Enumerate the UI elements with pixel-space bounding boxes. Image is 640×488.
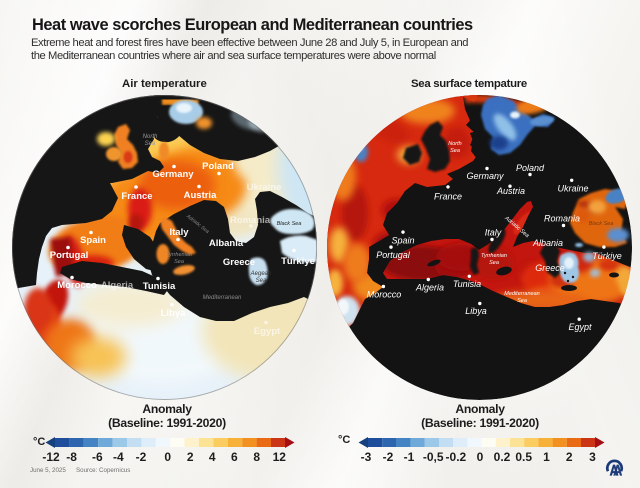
svg-text:Mediterranean: Mediterranean bbox=[203, 295, 242, 301]
svg-text:Sea: Sea bbox=[489, 260, 499, 266]
svg-text:Greece: Greece bbox=[223, 257, 255, 268]
svg-text:Austria: Austria bbox=[496, 186, 525, 196]
svg-text:Sea: Sea bbox=[517, 298, 527, 304]
svg-text:Germany: Germany bbox=[152, 169, 194, 180]
svg-text:Portugal: Portugal bbox=[50, 250, 89, 261]
svg-text:Romania: Romania bbox=[544, 214, 580, 224]
svg-text:Italy: Italy bbox=[485, 228, 502, 238]
svg-text:Ukraine: Ukraine bbox=[247, 182, 282, 193]
svg-text:Libya: Libya bbox=[465, 306, 487, 316]
svg-text:France: France bbox=[434, 192, 462, 202]
svg-text:Ukraine: Ukraine bbox=[557, 184, 588, 194]
svg-text:Sea: Sea bbox=[256, 278, 267, 284]
svg-text:Sea: Sea bbox=[174, 259, 184, 265]
svg-text:Black Sea: Black Sea bbox=[589, 221, 614, 227]
svg-text:Sea: Sea bbox=[145, 141, 156, 147]
svg-text:Morocco: Morocco bbox=[57, 280, 97, 291]
svg-text:Portugal: Portugal bbox=[376, 250, 411, 260]
svg-text:Tunisia: Tunisia bbox=[143, 281, 176, 292]
svg-text:Mediterranean: Mediterranean bbox=[504, 291, 539, 297]
svg-text:Albania: Albania bbox=[209, 238, 244, 249]
svg-text:Poland: Poland bbox=[516, 163, 545, 173]
svg-text:Türkiye: Türkiye bbox=[592, 251, 622, 261]
svg-text:Spain: Spain bbox=[391, 236, 414, 246]
svg-text:Romania: Romania bbox=[230, 215, 271, 226]
svg-text:North: North bbox=[448, 141, 461, 147]
svg-text:Aegean: Aegean bbox=[250, 271, 272, 277]
svg-text:Italy: Italy bbox=[169, 227, 189, 238]
svg-text:France: France bbox=[121, 191, 152, 202]
svg-text:Germany: Germany bbox=[466, 171, 504, 181]
svg-text:Albania: Albania bbox=[532, 238, 563, 248]
svg-text:Tyrrhenian: Tyrrhenian bbox=[166, 252, 192, 258]
svg-text:Türkiye: Türkiye bbox=[281, 256, 315, 267]
svg-text:Austria: Austria bbox=[184, 190, 217, 201]
svg-text:Tunisia: Tunisia bbox=[453, 279, 481, 289]
svg-text:Algeria: Algeria bbox=[101, 280, 134, 291]
svg-text:Poland: Poland bbox=[202, 161, 234, 172]
svg-text:Spain: Spain bbox=[80, 235, 106, 246]
svg-text:Egypt: Egypt bbox=[568, 322, 592, 332]
svg-text:Libya: Libya bbox=[161, 308, 187, 319]
svg-text:Algeria: Algeria bbox=[415, 283, 444, 293]
svg-text:Tyrrhenian: Tyrrhenian bbox=[481, 253, 507, 259]
svg-text:Sea: Sea bbox=[450, 148, 460, 154]
svg-text:Egypt: Egypt bbox=[254, 326, 281, 337]
svg-text:Black Sea: Black Sea bbox=[277, 221, 302, 227]
svg-text:Greece: Greece bbox=[535, 263, 565, 273]
svg-text:Morocco: Morocco bbox=[367, 290, 402, 300]
svg-text:North: North bbox=[143, 134, 158, 140]
